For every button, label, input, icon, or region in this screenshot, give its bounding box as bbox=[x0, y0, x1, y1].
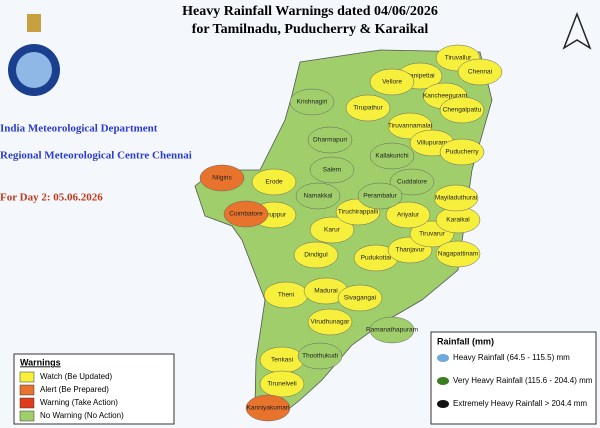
district-area bbox=[307, 126, 353, 154]
district-label: Chennai bbox=[468, 69, 492, 76]
legend-box bbox=[13, 353, 175, 425]
district-label: Tiruvannamalai bbox=[388, 123, 432, 130]
district-label: Theni bbox=[278, 292, 294, 299]
subtitle: for Tamilnadu, Puducherry & Karaikal bbox=[192, 22, 429, 37]
rain-icon bbox=[437, 377, 449, 385]
legend-label: No Warning (No Action) bbox=[40, 411, 124, 420]
district-label: Nagapattinam bbox=[438, 251, 478, 258]
district-area bbox=[199, 164, 245, 192]
district-area bbox=[251, 168, 297, 196]
imd-logo bbox=[8, 14, 60, 96]
district-label: Virudhunagar bbox=[311, 319, 351, 326]
rainfall-legend: Rainfall (mm) Heavy Rainfall (64.5 - 115… bbox=[430, 331, 597, 425]
legend-swatch bbox=[19, 384, 35, 396]
district-label: Ramanathapuram bbox=[366, 327, 418, 334]
district-label: Sivagangai bbox=[344, 295, 376, 302]
district-label: Krishnagiri bbox=[297, 99, 328, 106]
district-label: Tiruchirappalli bbox=[338, 209, 378, 216]
district-label: Namakkal bbox=[304, 193, 333, 200]
district-label: Perambalur bbox=[363, 193, 397, 200]
district-label: Mayiladuthurai bbox=[435, 195, 477, 202]
district-area bbox=[457, 58, 503, 86]
north-arrow bbox=[562, 11, 592, 50]
district-area bbox=[369, 142, 415, 170]
district-area bbox=[297, 342, 343, 370]
district-label: Ranipettai bbox=[405, 73, 434, 80]
legend-title: Warnings bbox=[20, 357, 61, 367]
department: India Meteorological Department bbox=[0, 123, 158, 135]
district-area bbox=[389, 168, 435, 196]
district-area bbox=[357, 182, 403, 210]
district-area bbox=[293, 241, 339, 269]
legend-label: Alert (Be Prepared) bbox=[40, 385, 109, 394]
rain-icon bbox=[437, 354, 449, 362]
legend-label: Watch (Be Updated) bbox=[40, 372, 113, 381]
district-label: Tiruvarur bbox=[419, 231, 446, 238]
centre: Regional Meteorological Centre Chennai bbox=[0, 150, 192, 162]
district-label: Chengalpattu bbox=[443, 107, 482, 114]
district-label: Tirupathur bbox=[353, 105, 383, 112]
district-label: Kancheepuram bbox=[423, 93, 467, 100]
district-label: Karur bbox=[324, 227, 341, 234]
district-area bbox=[259, 370, 305, 398]
district-label: Thanjavur bbox=[396, 247, 426, 254]
district-label: Tiruvallur bbox=[445, 55, 472, 62]
district-area bbox=[435, 240, 481, 268]
district-area bbox=[307, 308, 353, 336]
district-label: Dharmapuri bbox=[313, 137, 347, 144]
district-area bbox=[295, 182, 341, 210]
district-label: Erode bbox=[265, 179, 283, 186]
district-area bbox=[345, 94, 391, 122]
legend-box bbox=[430, 331, 597, 425]
district-area bbox=[385, 201, 431, 229]
rain-icon bbox=[437, 400, 449, 408]
district-label: Madurai bbox=[314, 288, 337, 295]
district-label: Tenkasi bbox=[271, 357, 293, 364]
district-label: Nilgiris bbox=[212, 175, 232, 182]
district-label: Kallakurichi bbox=[375, 153, 408, 160]
district-area bbox=[245, 394, 291, 422]
district-label: Cuddalore bbox=[397, 179, 427, 186]
district-label: Coimbatore bbox=[229, 211, 263, 218]
district-area bbox=[439, 138, 485, 166]
district-label: Pudukottai bbox=[361, 255, 392, 262]
legend-label: Extremely Heavy Rainfall > 204.4 mm bbox=[453, 399, 587, 408]
title: Heavy Rainfall Warnings dated 04/06/2026 bbox=[182, 4, 438, 19]
district-label: Kanniyakumari bbox=[247, 405, 290, 412]
legend-label: Heavy Rainfall (64.5 - 115.5) mm bbox=[453, 353, 570, 362]
legend-swatch bbox=[19, 410, 35, 422]
district-label: Salem bbox=[323, 167, 341, 174]
district-area bbox=[369, 68, 415, 96]
district-label: Vellore bbox=[382, 79, 402, 86]
district-label: Tiruppur bbox=[262, 212, 287, 219]
district-label: Thoothukudi bbox=[302, 353, 338, 360]
district-label: Puducherry bbox=[445, 149, 479, 156]
district-area bbox=[433, 184, 479, 212]
warnings-legend: Warnings Watch (Be Updated) Alert (Be Pre… bbox=[13, 353, 175, 425]
legend-title: Rainfall (mm) bbox=[437, 336, 494, 346]
district-label: Villupuram bbox=[417, 140, 448, 147]
legend-swatch bbox=[19, 397, 35, 409]
district-area bbox=[223, 200, 269, 228]
legend-label: Warning (Take Action) bbox=[40, 398, 118, 407]
district-label: Karaikal bbox=[446, 217, 470, 224]
district-label: Tirunelveli bbox=[267, 381, 296, 388]
district-area bbox=[369, 316, 415, 344]
district-label: Ariyalur bbox=[397, 212, 420, 219]
district-area bbox=[439, 96, 485, 124]
district-area bbox=[289, 88, 335, 116]
district-label: Dindigul bbox=[304, 252, 328, 259]
forecast-day: For Day 2: 05.06.2026 bbox=[0, 192, 103, 204]
district-area bbox=[309, 216, 355, 244]
legend-label: Very Heavy Rainfall (115.6 - 204.4) mm bbox=[453, 376, 593, 385]
district-area bbox=[337, 284, 383, 312]
district-area bbox=[309, 156, 355, 184]
legend-swatch bbox=[19, 371, 35, 383]
